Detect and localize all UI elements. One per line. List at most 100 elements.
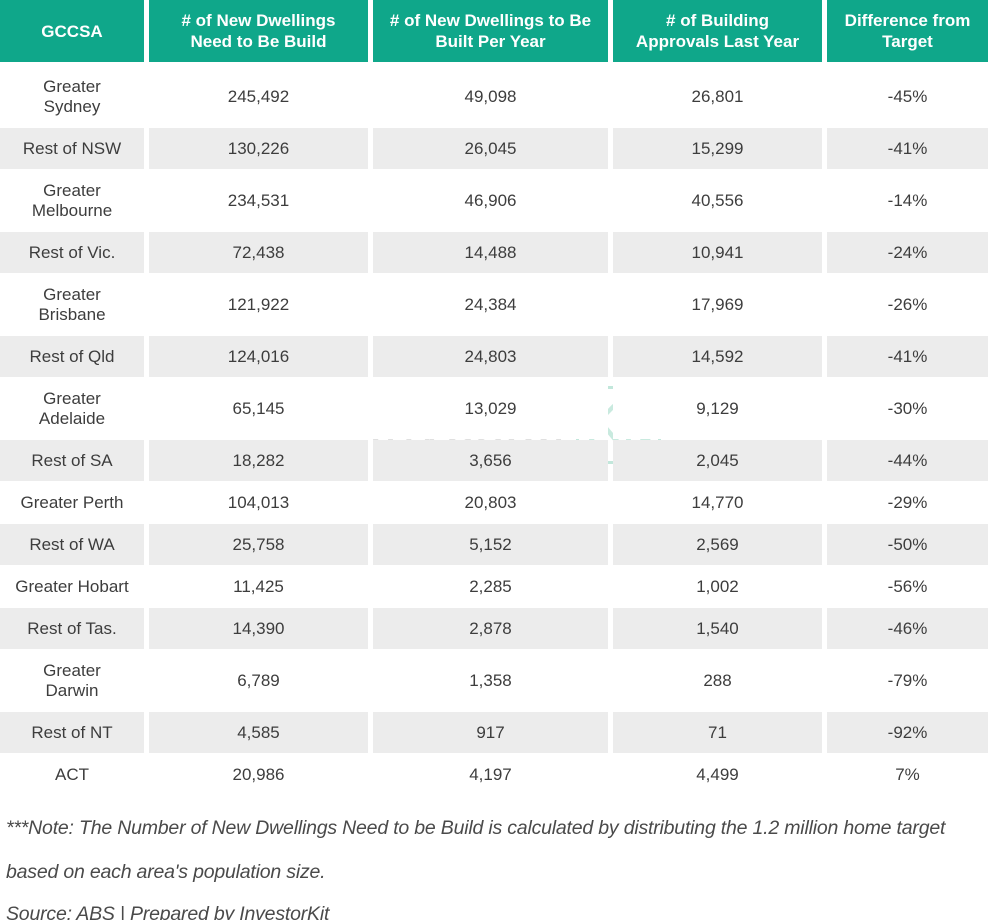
difference-from-target-cell: -92%	[827, 712, 988, 753]
gccsa-cell: Rest of Vic.	[0, 232, 144, 273]
new-dwellings-total-cell: 72,438	[149, 232, 368, 273]
table-row: Rest of NT 4,585 917 71 -92%	[0, 712, 988, 754]
difference-from-target-cell: -41%	[827, 336, 988, 377]
gccsa-cell: Rest of NT	[0, 712, 144, 753]
difference-from-target-cell: -29%	[827, 482, 988, 523]
new-dwellings-per-year-cell: 14,488	[373, 232, 608, 273]
header-cell-2: # of New Dwellings to Be Built Per Year	[373, 0, 608, 62]
building-approvals-cell: 10,941	[613, 232, 822, 273]
new-dwellings-total-cell: 65,145	[149, 378, 368, 439]
table-row: Greater Perth 104,013 20,803 14,770 -29%	[0, 482, 988, 524]
new-dwellings-per-year-cell: 4,197	[373, 754, 608, 795]
table-row: ACT 20,986 4,197 4,499 7%	[0, 754, 988, 796]
difference-from-target-cell: -24%	[827, 232, 988, 273]
building-approvals-cell: 4,499	[613, 754, 822, 795]
gccsa-cell: Greater Adelaide	[0, 378, 144, 439]
gccsa-cell: Greater Melbourne	[0, 170, 144, 231]
table-row: Greater Melbourne 234,531 46,906 40,556 …	[0, 170, 988, 232]
difference-from-target-cell: -79%	[827, 650, 988, 711]
new-dwellings-per-year-cell: 1,358	[373, 650, 608, 711]
new-dwellings-total-cell: 234,531	[149, 170, 368, 231]
new-dwellings-per-year-cell: 917	[373, 712, 608, 753]
new-dwellings-per-year-cell: 2,878	[373, 608, 608, 649]
table-row: Greater Sydney 245,492 49,098 26,801 -45…	[0, 66, 988, 128]
building-approvals-cell: 9,129	[613, 378, 822, 439]
new-dwellings-total-cell: 20,986	[149, 754, 368, 795]
new-dwellings-total-cell: 124,016	[149, 336, 368, 377]
table-body: Greater Sydney 245,492 49,098 26,801 -45…	[0, 66, 988, 796]
gccsa-cell: Rest of SA	[0, 440, 144, 481]
building-approvals-cell: 14,770	[613, 482, 822, 523]
gccsa-cell: Greater Brisbane	[0, 274, 144, 335]
building-approvals-cell: 71	[613, 712, 822, 753]
difference-from-target-cell: -46%	[827, 608, 988, 649]
gccsa-cell: Rest of Qld	[0, 336, 144, 377]
source-text: Source: ABS | Prepared by InvestorKit	[6, 903, 330, 920]
new-dwellings-per-year-cell: 24,384	[373, 274, 608, 335]
new-dwellings-per-year-cell: 3,656	[373, 440, 608, 481]
gccsa-cell: Rest of Tas.	[0, 608, 144, 649]
new-dwellings-total-cell: 6,789	[149, 650, 368, 711]
new-dwellings-total-cell: 25,758	[149, 524, 368, 565]
building-approvals-cell: 2,569	[613, 524, 822, 565]
gccsa-cell: ACT	[0, 754, 144, 795]
difference-from-target-cell: 7%	[827, 754, 988, 795]
table-row: Rest of Vic. 72,438 14,488 10,941 -24%	[0, 232, 988, 274]
footer-notes: ***Note: The Number of New Dwellings Nee…	[0, 796, 988, 920]
table-header-row: GCCSA # of New Dwellings Need to Be Build…	[0, 0, 988, 62]
difference-from-target-cell: -56%	[827, 566, 988, 607]
difference-from-target-cell: -44%	[827, 440, 988, 481]
new-dwellings-total-cell: 245,492	[149, 66, 368, 127]
gccsa-cell: Rest of WA	[0, 524, 144, 565]
new-dwellings-total-cell: 14,390	[149, 608, 368, 649]
new-dwellings-total-cell: 18,282	[149, 440, 368, 481]
building-approvals-cell: 26,801	[613, 66, 822, 127]
header-cell-0: GCCSA	[0, 0, 144, 62]
building-approvals-cell: 1,002	[613, 566, 822, 607]
new-dwellings-total-cell: 11,425	[149, 566, 368, 607]
new-dwellings-per-year-cell: 5,152	[373, 524, 608, 565]
difference-from-target-cell: -30%	[827, 378, 988, 439]
note-text: ***Note: The Number of New Dwellings Nee…	[6, 817, 946, 883]
building-approvals-cell: 15,299	[613, 128, 822, 169]
table-row: Rest of SA 18,282 3,656 2,045 -44%	[0, 440, 988, 482]
difference-from-target-cell: -26%	[827, 274, 988, 335]
new-dwellings-per-year-cell: 26,045	[373, 128, 608, 169]
new-dwellings-total-cell: 4,585	[149, 712, 368, 753]
header-cell-3: # of Building Approvals Last Year	[613, 0, 822, 62]
new-dwellings-per-year-cell: 2,285	[373, 566, 608, 607]
table-row: Rest of WA 25,758 5,152 2,569 -50%	[0, 524, 988, 566]
difference-from-target-cell: -14%	[827, 170, 988, 231]
table-row: Greater Hobart 11,425 2,285 1,002 -56%	[0, 566, 988, 608]
building-approvals-cell: 40,556	[613, 170, 822, 231]
difference-from-target-cell: -45%	[827, 66, 988, 127]
new-dwellings-per-year-cell: 49,098	[373, 66, 608, 127]
table-row: Greater Adelaide 65,145 13,029 9,129 -30…	[0, 378, 988, 440]
gccsa-cell: Greater Sydney	[0, 66, 144, 127]
new-dwellings-per-year-cell: 46,906	[373, 170, 608, 231]
building-approvals-cell: 2,045	[613, 440, 822, 481]
difference-from-target-cell: -50%	[827, 524, 988, 565]
building-approvals-cell: 14,592	[613, 336, 822, 377]
header-cell-4: Difference from Target	[827, 0, 988, 62]
gccsa-cell: Greater Darwin	[0, 650, 144, 711]
new-dwellings-total-cell: 104,013	[149, 482, 368, 523]
table-row: Rest of Qld 124,016 24,803 14,592 -41%	[0, 336, 988, 378]
table-row: Greater Darwin 6,789 1,358 288 -79%	[0, 650, 988, 712]
new-dwellings-per-year-cell: 13,029	[373, 378, 608, 439]
table-row: Rest of NSW 130,226 26,045 15,299 -41%	[0, 128, 988, 170]
gccsa-cell: Greater Hobart	[0, 566, 144, 607]
new-dwellings-total-cell: 121,922	[149, 274, 368, 335]
header-cell-1: # of New Dwellings Need to Be Build	[149, 0, 368, 62]
new-dwellings-per-year-cell: 20,803	[373, 482, 608, 523]
building-approvals-cell: 17,969	[613, 274, 822, 335]
table-row: Greater Brisbane 121,922 24,384 17,969 -…	[0, 274, 988, 336]
gccsa-cell: Rest of NSW	[0, 128, 144, 169]
difference-from-target-cell: -41%	[827, 128, 988, 169]
building-approvals-cell: 288	[613, 650, 822, 711]
new-dwellings-per-year-cell: 24,803	[373, 336, 608, 377]
building-approvals-cell: 1,540	[613, 608, 822, 649]
gccsa-cell: Greater Perth	[0, 482, 144, 523]
new-dwellings-total-cell: 130,226	[149, 128, 368, 169]
